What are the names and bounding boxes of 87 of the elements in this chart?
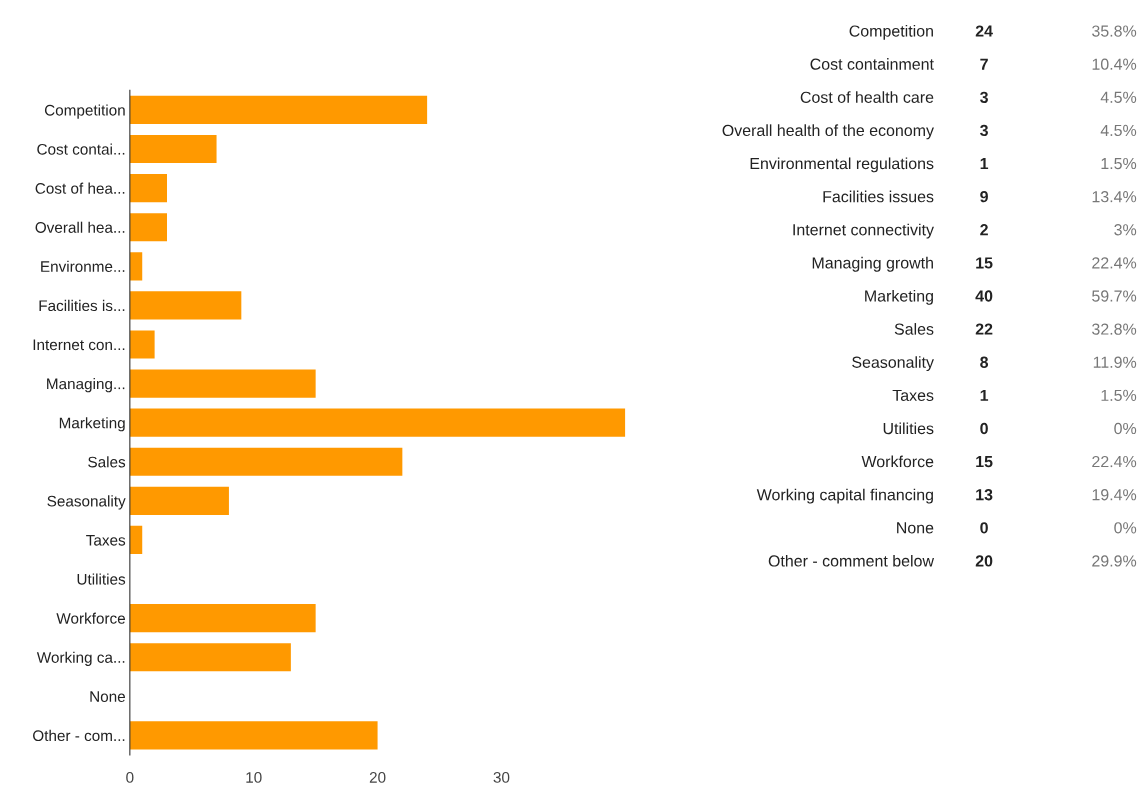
- bar: [129, 95, 428, 125]
- text: 22.4%: [1092, 455, 1137, 468]
- text: 59.7%: [1092, 290, 1137, 302]
- y-tick-label: Seasonality: [47, 495, 126, 510]
- y-tick-label: Sales: [88, 456, 126, 468]
- category-label: Cost containment: [810, 58, 934, 70]
- bar: [129, 213, 168, 242]
- bar: [129, 369, 316, 398]
- y-tick-label: Facilities is...: [39, 299, 125, 312]
- y-tick-label: Working ca...: [36, 651, 125, 666]
- text: 4.5%: [1100, 124, 1137, 137]
- bar: [129, 721, 378, 750]
- data-label: 7: [980, 58, 988, 70]
- data-label: 9: [980, 190, 988, 203]
- text: 3%: [1114, 224, 1137, 236]
- data-label: 0: [980, 422, 988, 435]
- category-label: Overall health of the economy: [722, 124, 934, 140]
- category-label: Environmental regulations: [750, 157, 934, 173]
- category-label: Marketing: [865, 289, 933, 305]
- text: 1.5%: [1101, 157, 1137, 170]
- data-label: 0: [980, 522, 988, 534]
- category-label: Other - comment below: [768, 554, 935, 567]
- bar: [129, 525, 143, 555]
- y-tick-label: Utilities: [77, 573, 126, 585]
- x-tick-label: 10: [246, 772, 262, 783]
- y-tick-label: Overall hea...: [35, 221, 125, 233]
- x-tick-label: 0: [126, 772, 134, 783]
- bar: [129, 447, 403, 476]
- text: 10.4%: [1092, 58, 1137, 70]
- data-label: 15: [976, 257, 993, 269]
- y-tick-label: Environme...: [41, 260, 125, 272]
- text: 1.5%: [1101, 389, 1137, 402]
- y-tick-label: Internet con...: [33, 339, 125, 351]
- y-tick-label: Managing...: [47, 378, 125, 393]
- bar: [129, 291, 242, 320]
- text: 0%: [1114, 422, 1137, 435]
- y-tick-label: Workforce: [56, 612, 125, 624]
- text: 11.9%: [1093, 356, 1137, 368]
- category-label: Competition: [849, 24, 933, 40]
- data-label: 15: [976, 456, 993, 468]
- data-label: 22: [975, 323, 993, 335]
- category-label: Seasonality: [852, 356, 934, 372]
- text: 22.4%: [1092, 257, 1137, 269]
- text: 13.4%: [1092, 190, 1137, 203]
- bar: [129, 604, 316, 633]
- category-label: Utilities: [883, 422, 934, 435]
- y-tick-label: Taxes: [86, 534, 126, 546]
- bar: [129, 408, 626, 437]
- text: 35.8%: [1092, 25, 1137, 37]
- text: 32.8%: [1092, 323, 1137, 335]
- category-label: Internet connectivity: [793, 223, 934, 239]
- category-label: Cost of health care: [800, 91, 934, 103]
- bar: [129, 134, 217, 164]
- x-tick-label: 20: [369, 772, 386, 783]
- data-label: 3: [980, 91, 988, 103]
- category-label: Taxes: [892, 389, 934, 402]
- y-tick-label: Cost of hea...: [35, 182, 125, 194]
- category-label: Sales: [894, 323, 934, 335]
- text: 29.9%: [1092, 555, 1137, 567]
- data-label: 8: [980, 356, 989, 368]
- y-tick-label: Marketing: [59, 417, 125, 432]
- category-label: Facilities issues: [823, 190, 934, 203]
- bar: [129, 486, 229, 515]
- data-label: 2: [980, 224, 988, 236]
- category-label: Workforce: [861, 455, 934, 468]
- data-label: 1: [980, 158, 989, 170]
- data-label: 24: [975, 25, 993, 37]
- bar: [129, 252, 143, 281]
- y-tick-label: Other - com...: [33, 729, 125, 742]
- category-label: None: [897, 522, 934, 534]
- data-label: 20: [975, 555, 993, 567]
- data-label: 1: [980, 389, 989, 401]
- text: 0%: [1114, 522, 1137, 534]
- y-tick-label: None: [90, 691, 125, 702]
- data-label: 13: [976, 489, 993, 501]
- text: 4.5%: [1100, 91, 1137, 103]
- bar: [129, 174, 168, 203]
- data-label: 40: [975, 290, 993, 302]
- data-label: 3: [980, 124, 988, 137]
- y-tick-label: Cost contai...: [37, 143, 125, 155]
- y-tick-label: Competition: [44, 104, 125, 119]
- category-label: Managing growth: [812, 256, 933, 272]
- bar: [129, 643, 291, 672]
- bar: [129, 330, 155, 359]
- category-label: Working capital financing: [756, 488, 933, 504]
- text: 19.4%: [1092, 489, 1137, 501]
- x-tick-label: 30: [493, 772, 510, 783]
